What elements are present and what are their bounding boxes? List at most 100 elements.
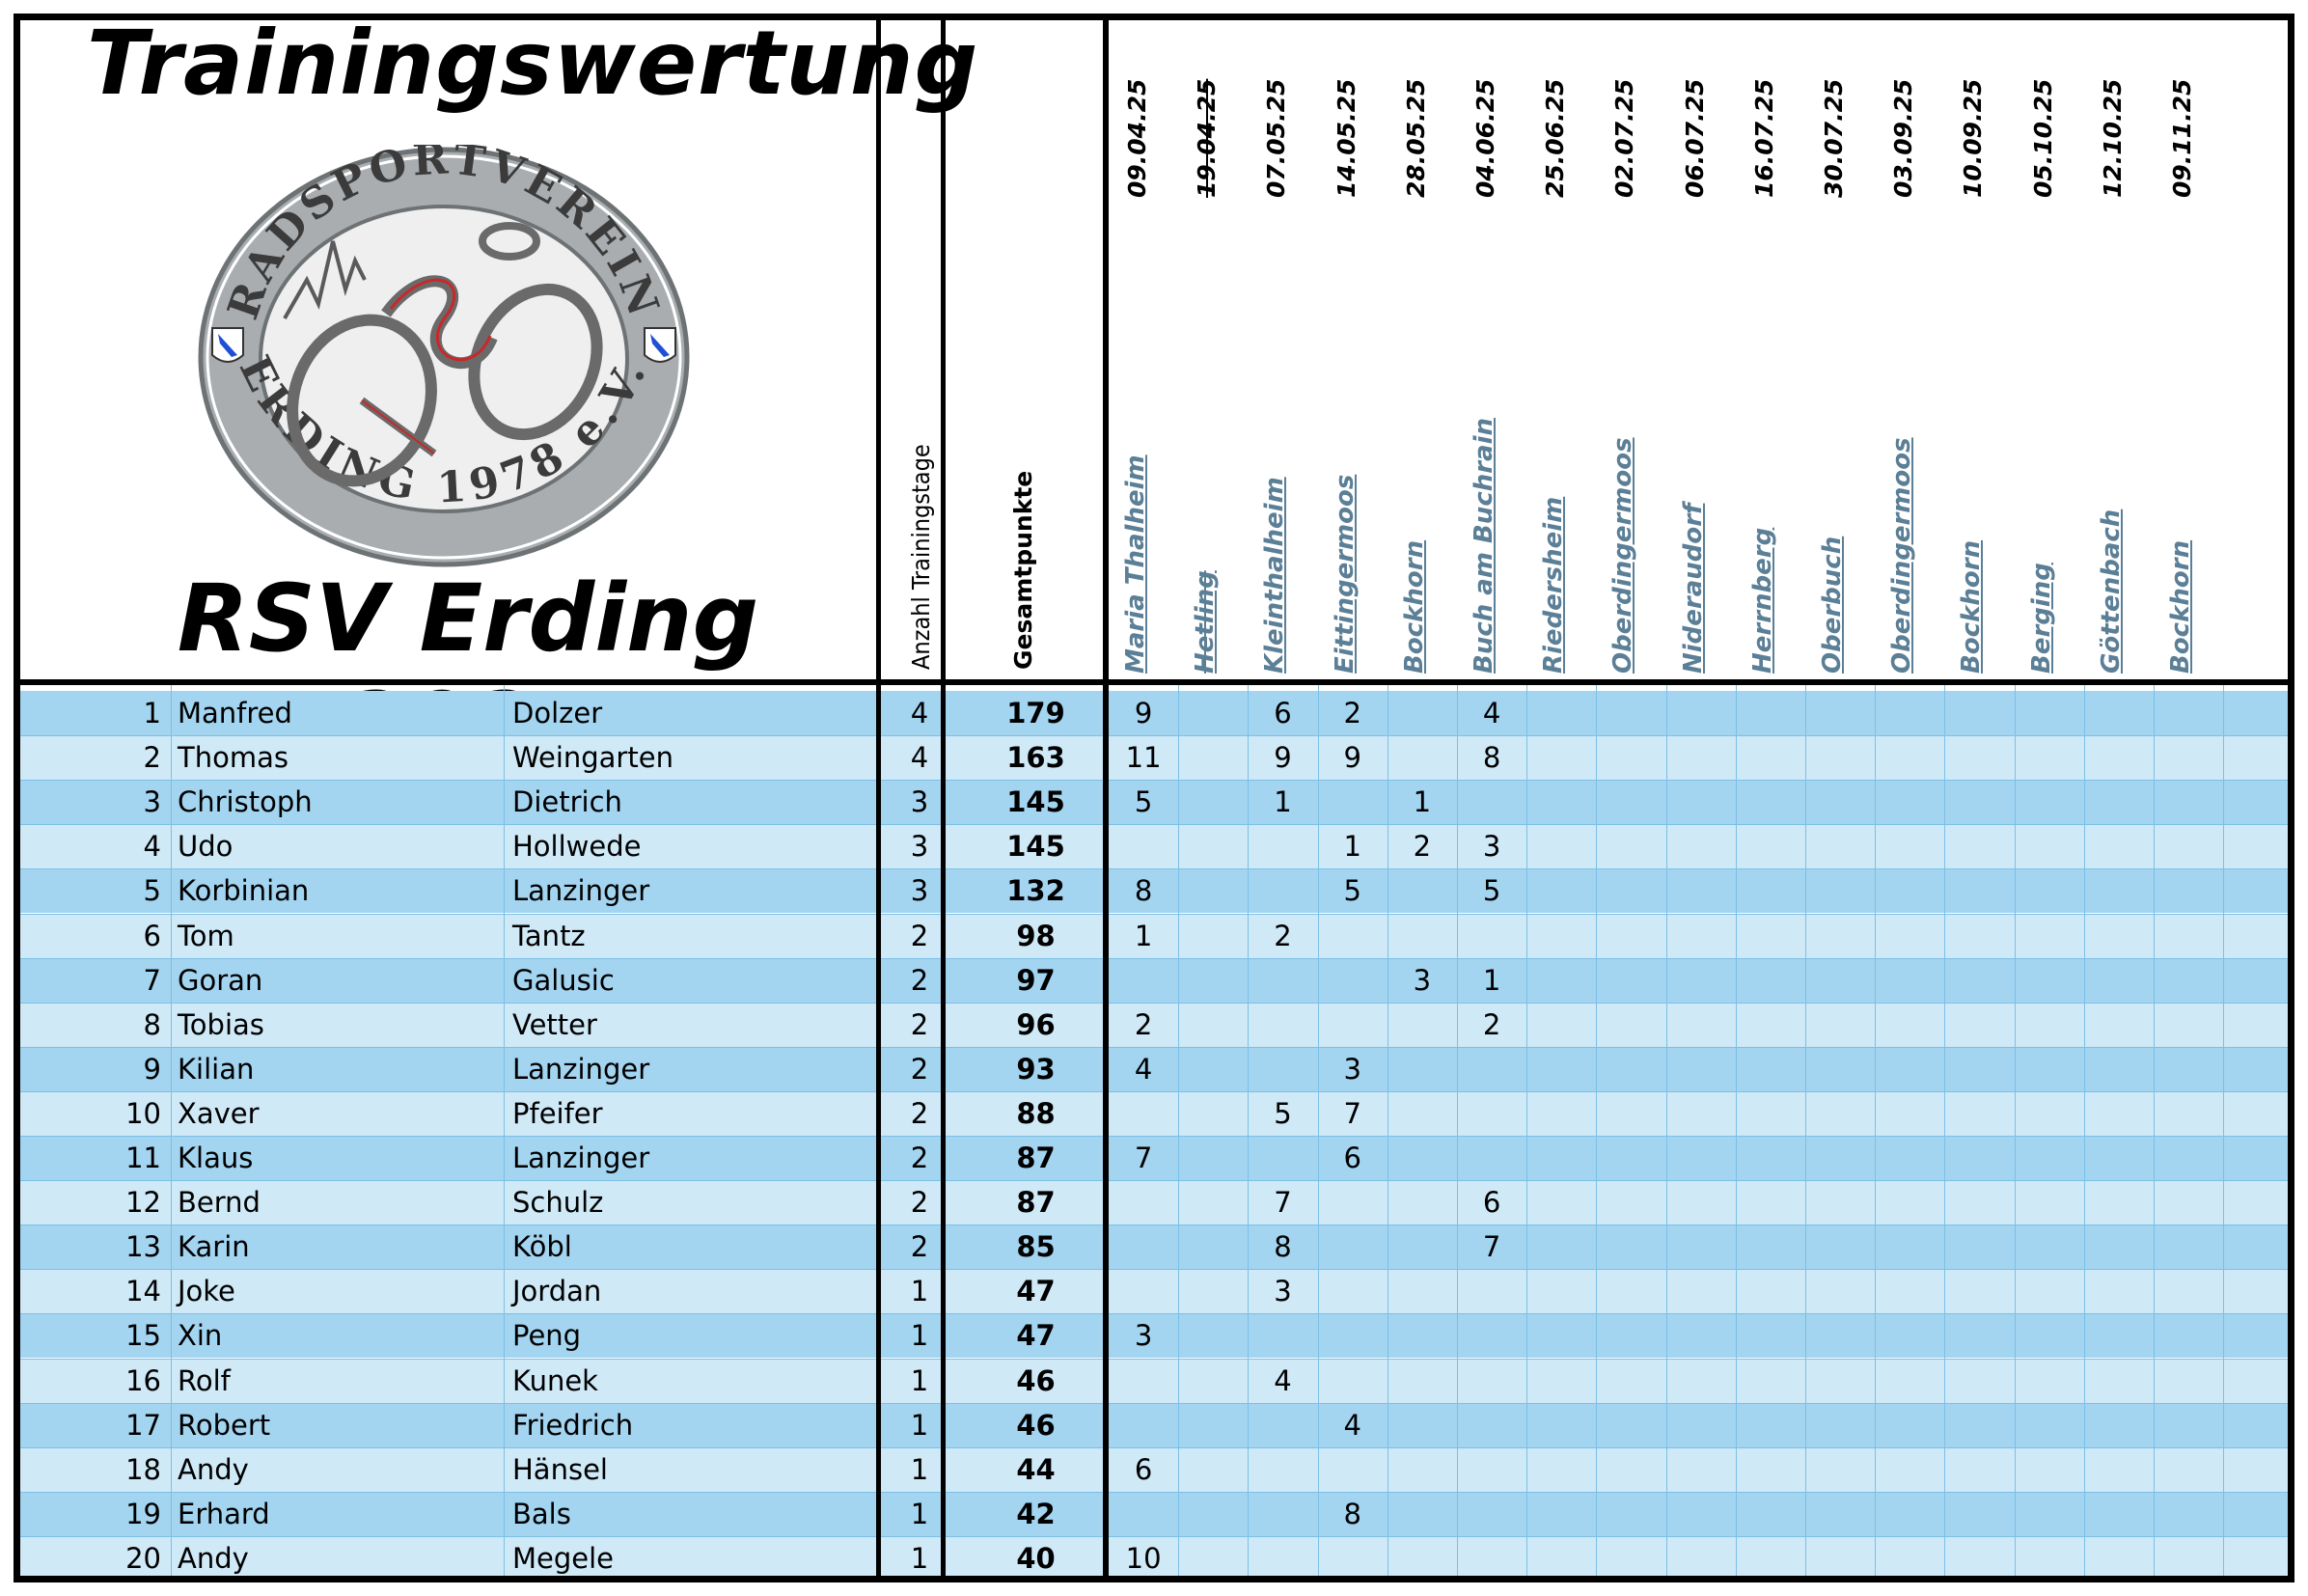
table-row: 18 Andy Hänsel 1 44 6 [20, 1446, 2294, 1492]
total-points-cell: 179 [1006, 697, 1065, 729]
last-name-cell: Bals [512, 1497, 571, 1530]
grid-line [20, 1491, 2294, 1493]
separator-line [1103, 14, 1109, 1582]
grid-line [20, 1358, 2294, 1360]
training-days-cell: 3 [910, 785, 929, 819]
last-name-cell: Lanzinger [512, 1052, 650, 1086]
first-name-cell: Andy [178, 1541, 249, 1575]
first-name-cell: Karin [178, 1230, 250, 1264]
event-score-cell: 1 [1343, 830, 1361, 864]
table-row: 8 Tobias Vetter 2 96 2 2 [20, 1002, 2294, 1047]
table-row: 4 Udo Hollwede 3 145 1 2 3 [20, 824, 2294, 869]
grid-line [20, 1313, 2294, 1315]
first-name-cell: Korbinian [178, 874, 310, 908]
table-row: 19 Erhard Bals 1 42 8 [20, 1491, 2294, 1536]
last-name-cell: Weingarten [512, 741, 673, 775]
event-score-cell: 6 [1482, 1186, 1501, 1220]
rank-cell: 8 [143, 1007, 161, 1041]
grid-line [504, 685, 505, 1579]
training-days-cell: 2 [910, 1007, 929, 1041]
event-score-cell: 3 [1274, 1275, 1292, 1308]
event-score-cell: 1 [1482, 963, 1501, 997]
total-points-cell: 98 [1016, 919, 1056, 952]
event-score-cell: 7 [1343, 1096, 1361, 1130]
event-score-cell: 1 [1274, 785, 1292, 819]
event-score-cell: 5 [1482, 874, 1501, 908]
grid-line [20, 1446, 2294, 1448]
first-name-cell: Klaus [178, 1142, 254, 1174]
total-points-cell: 85 [1016, 1230, 1056, 1264]
last-name-cell: Kunek [512, 1363, 598, 1397]
training-days-cell: 2 [910, 963, 929, 997]
table-row: 9 Kilian Lanzinger 2 93 4 3 [20, 1046, 2294, 1091]
total-points-cell: 87 [1016, 1142, 1056, 1174]
training-days-cell: 2 [910, 1230, 929, 1264]
total-points-cell: 46 [1016, 1363, 1056, 1397]
first-name-cell: Tom [178, 919, 234, 952]
total-points-cell: 42 [1016, 1497, 1056, 1530]
event-score-cell: 7 [1482, 1230, 1501, 1264]
separator-line [941, 14, 946, 1582]
first-name-cell: Andy [178, 1452, 249, 1486]
club-logo: RADSPORTVEREIN ERDING 1978 e.V. [198, 145, 690, 567]
grid-line [20, 1136, 2294, 1137]
event-score-cell: 8 [1274, 1230, 1292, 1264]
event-score-cell: 2 [1482, 1007, 1501, 1041]
grid-line [20, 957, 2294, 959]
event-score-cell: 2 [1343, 697, 1361, 729]
event-score-cell: 3 [1482, 830, 1501, 864]
grid-line [1317, 685, 1319, 1579]
total-points-cell: 88 [1016, 1096, 1056, 1130]
event-score-cell: 8 [1134, 874, 1153, 908]
first-name-cell: Manfred [178, 697, 292, 729]
rank-cell: 4 [143, 830, 161, 864]
rank-cell: 17 [125, 1408, 161, 1442]
event-score-cell: 4 [1274, 1363, 1292, 1397]
grid-line [20, 1535, 2294, 1537]
event-score-cell: 11 [1125, 741, 1162, 775]
total-points-cell: 47 [1016, 1275, 1056, 1308]
table-row: 7 Goran Galusic 2 97 3 1 [20, 957, 2294, 1003]
first-name-cell: Joke [178, 1275, 235, 1308]
event-score-cell: 7 [1134, 1142, 1153, 1174]
grid-line [20, 1046, 2294, 1048]
rank-cell: 20 [125, 1541, 161, 1575]
total-points-cell: 40 [1016, 1541, 1056, 1575]
first-name-cell: Kilian [178, 1052, 255, 1086]
event-score-cell: 7 [1274, 1186, 1292, 1220]
last-name-cell: Dolzer [512, 697, 603, 729]
rank-cell: 1 [143, 697, 161, 729]
first-name-cell: Udo [178, 830, 234, 864]
first-name-cell: Xin [178, 1319, 223, 1353]
table-row: 16 Rolf Kunek 1 46 4 [20, 1358, 2294, 1403]
event-score-cell: 6 [1134, 1452, 1153, 1486]
grid-line [20, 1180, 2294, 1182]
grid-line [1735, 685, 1737, 1579]
grid-line [1875, 685, 1877, 1579]
total-points-cell: 87 [1016, 1186, 1056, 1220]
training-days-cell: 3 [910, 874, 929, 908]
table-row: 14 Joke Jordan 1 47 3 [20, 1269, 2294, 1314]
training-days-cell: 2 [910, 1052, 929, 1086]
last-name-cell: Tantz [512, 919, 586, 952]
rank-cell: 7 [143, 963, 161, 997]
event-score-cell: 3 [1413, 963, 1432, 997]
last-name-cell: Vetter [512, 1007, 597, 1041]
table-row: 1 Manfred Dolzer 4 179 9 6 2 4 [20, 691, 2294, 735]
grid-line [2083, 685, 2085, 1579]
rank-cell: 10 [125, 1096, 161, 1130]
first-name-cell: Thomas [178, 741, 288, 775]
grid-line [20, 1090, 2294, 1092]
rank-cell: 13 [125, 1230, 161, 1264]
event-score-cell: 1 [1413, 785, 1432, 819]
training-days-cell: 4 [910, 697, 929, 729]
table-row: 6 Tom Tantz 2 98 1 2 [20, 913, 2294, 958]
grid-line [1944, 685, 1946, 1579]
first-name-cell: Robert [178, 1408, 271, 1442]
first-name-cell: Xaver [178, 1096, 260, 1130]
rank-cell: 14 [125, 1275, 161, 1308]
rank-cell: 2 [143, 741, 161, 775]
first-name-cell: Erhard [178, 1497, 270, 1530]
event-score-cell: 5 [1134, 785, 1153, 819]
